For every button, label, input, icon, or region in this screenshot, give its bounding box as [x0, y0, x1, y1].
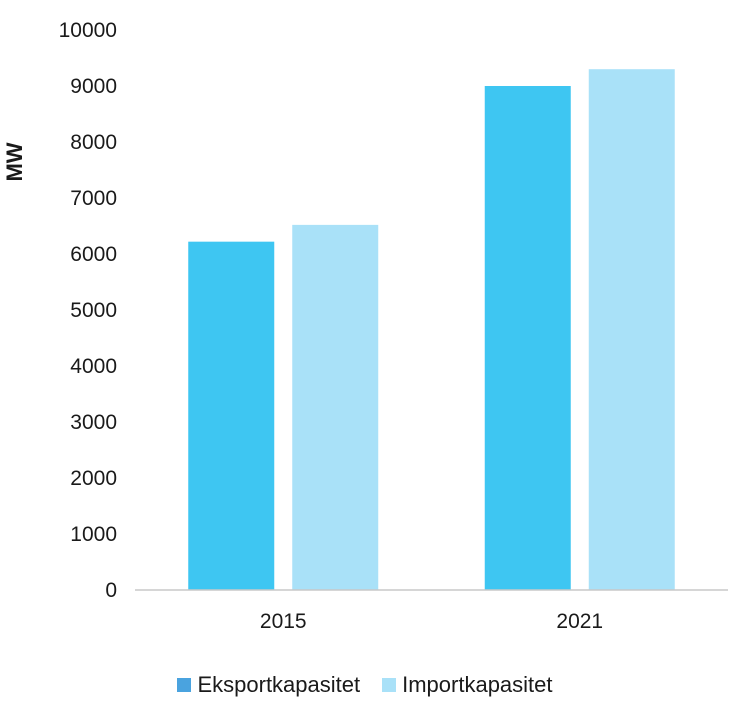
- y-axis-label: MW: [2, 142, 27, 181]
- x-axis-ticks: 2015 2021: [260, 610, 603, 633]
- legend-swatch-import: [382, 678, 397, 692]
- bar-import-2021: [588, 69, 675, 590]
- legend-item-import: Importkapasitet: [382, 672, 553, 698]
- legend-swatch-export: [177, 678, 192, 692]
- y-tick-label: 8000: [70, 131, 117, 154]
- x-tick-label: 2021: [556, 610, 603, 633]
- y-tick-label: 5000: [70, 299, 117, 322]
- bar-import-2015: [292, 224, 379, 590]
- y-tick-label: 4000: [70, 355, 117, 378]
- y-tick-label: 9000: [70, 75, 117, 98]
- legend: Eksportkapasitet Importkapasitet: [0, 672, 730, 698]
- legend-label-import: Importkapasitet: [402, 672, 553, 697]
- y-axis-ticks: 0 1000 2000 3000 4000 5000 6000 7000 8000 9000 100…: [59, 19, 117, 602]
- y-tick-label: 1000: [70, 523, 117, 546]
- bar-export-2021: [484, 86, 571, 590]
- y-tick-label: 7000: [70, 187, 117, 210]
- legend-label-export: Eksportkapasitet: [197, 672, 361, 697]
- legend-item-export: Eksportkapasitet: [177, 672, 360, 698]
- bar-export-2015: [188, 241, 275, 590]
- y-tick-label: 0: [105, 579, 117, 602]
- y-tick-label: 6000: [70, 243, 117, 266]
- x-tick-label: 2015: [260, 610, 307, 633]
- y-tick-label: 2000: [70, 467, 117, 490]
- bars: [188, 69, 675, 590]
- y-tick-label: 3000: [70, 411, 117, 434]
- y-tick-label: 10000: [59, 19, 117, 42]
